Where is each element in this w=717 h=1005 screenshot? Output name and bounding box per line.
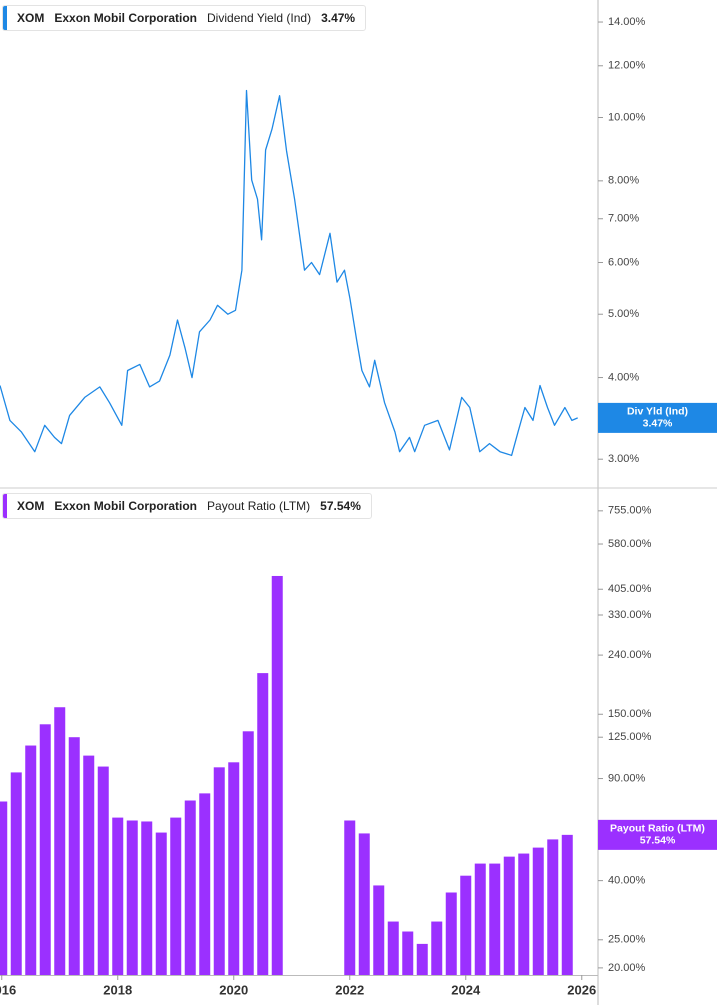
bar — [39, 724, 51, 975]
badge-label: Div Yld (Ind) — [627, 406, 688, 418]
bar — [489, 863, 501, 975]
bar — [358, 833, 370, 975]
bar — [68, 737, 80, 975]
x-tick-label: 2024 — [451, 982, 481, 997]
bar — [97, 766, 109, 975]
y-tick-label: 8.00% — [608, 175, 639, 187]
line-series — [0, 89, 578, 457]
current-value: 57.54% — [320, 499, 361, 513]
bar — [170, 817, 182, 975]
y-tick-label: 125.00% — [608, 731, 652, 743]
y-tick-label: 25.00% — [608, 934, 646, 946]
x-tick-label: 2022 — [335, 982, 364, 997]
bar — [271, 575, 283, 975]
y-tick-label: 405.00% — [608, 583, 652, 595]
bar — [228, 762, 240, 975]
bar — [474, 863, 486, 975]
bar — [416, 943, 428, 975]
bar — [503, 856, 515, 975]
current-value: 3.47% — [321, 11, 356, 25]
bar — [112, 817, 124, 975]
bar — [344, 820, 356, 975]
bar — [184, 800, 196, 975]
x-tick-label: 2020 — [219, 982, 248, 997]
bar — [10, 772, 22, 975]
legend-swatch — [3, 6, 7, 30]
bar — [431, 921, 443, 975]
bar — [83, 755, 95, 975]
x-tick-label: 2026 — [567, 982, 596, 997]
x-tick-label: 2018 — [103, 982, 132, 997]
symbol: XOM — [17, 499, 45, 513]
y-tick-label: 580.00% — [608, 538, 652, 550]
bar — [126, 820, 138, 975]
badge-value: 3.47% — [643, 418, 673, 430]
bar — [547, 839, 559, 975]
bar — [213, 767, 225, 975]
badge-label: Payout Ratio (LTM) — [610, 823, 705, 835]
y-tick-label: 150.00% — [608, 708, 652, 720]
bar — [532, 847, 544, 975]
y-tick-label: 330.00% — [608, 609, 652, 621]
y-tick-label: 3.00% — [608, 453, 639, 465]
y-tick-label: 4.00% — [608, 371, 639, 383]
bar — [25, 745, 37, 975]
bar — [54, 707, 66, 975]
legend-header: XOM Exxon Mobil Corporation Payout Ratio… — [2, 493, 372, 519]
bar — [387, 921, 399, 975]
bar — [155, 832, 167, 975]
y-tick-label: 5.00% — [608, 308, 639, 320]
y-tick-label: 14.00% — [608, 16, 646, 28]
bar — [518, 853, 530, 975]
bar — [373, 885, 385, 975]
y-tick-label: 6.00% — [608, 256, 639, 268]
y-tick-label: 40.00% — [608, 875, 646, 887]
y-tick-label: 20.00% — [608, 962, 646, 974]
symbol: XOM — [17, 11, 45, 25]
bar — [0, 801, 8, 975]
bar — [460, 875, 472, 975]
y-tick-label: 90.00% — [608, 772, 646, 784]
badge-value: 57.54% — [640, 835, 676, 847]
metric: Dividend Yield (Ind) — [207, 11, 312, 25]
y-tick-label: 10.00% — [608, 111, 646, 123]
y-tick-label: 7.00% — [608, 213, 639, 225]
company: Exxon Mobil Corporation — [54, 11, 198, 25]
y-tick-label: 755.00% — [608, 505, 652, 517]
company: Exxon Mobil Corporation — [54, 499, 198, 513]
y-tick-label: 240.00% — [608, 649, 652, 661]
bar — [445, 892, 457, 975]
bar — [199, 793, 211, 975]
value-badge — [598, 819, 717, 850]
value-badge — [598, 402, 717, 433]
bar — [242, 731, 254, 975]
legend-swatch — [3, 494, 7, 518]
legend-header: XOM Exxon Mobil Corporation Dividend Yie… — [2, 5, 367, 31]
bar — [561, 834, 573, 975]
bar — [257, 673, 269, 975]
x-tick-label: 2016 — [0, 982, 16, 997]
bar — [402, 931, 414, 975]
metric: Payout Ratio (LTM) — [207, 499, 311, 513]
bar — [141, 821, 153, 975]
y-tick-label: 12.00% — [608, 60, 646, 72]
